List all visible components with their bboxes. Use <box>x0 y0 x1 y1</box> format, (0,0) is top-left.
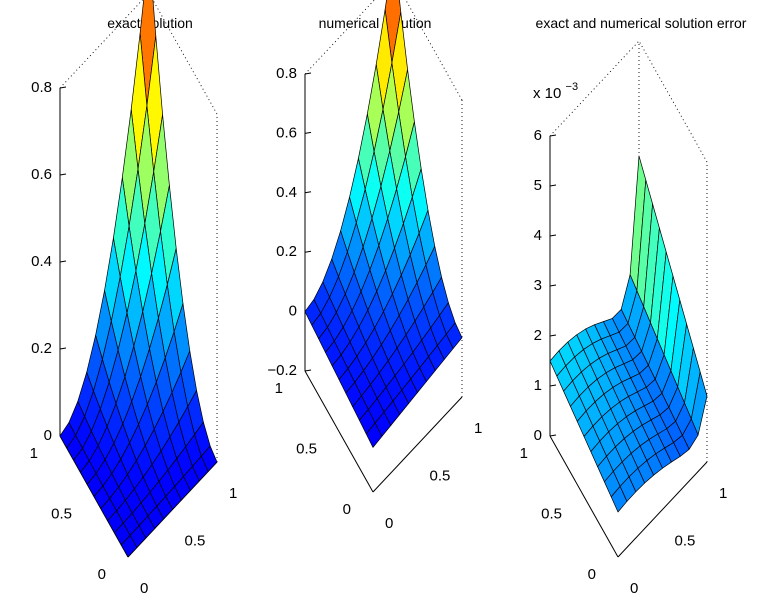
y-tick-label: 0 <box>343 501 351 518</box>
surface-facet <box>365 422 383 448</box>
plot2-title: numerical solution <box>319 15 432 31</box>
surface-facet <box>610 486 628 513</box>
z-tick <box>549 134 557 137</box>
z-tick-label: 4 <box>534 227 542 244</box>
x-axis-line <box>617 461 708 558</box>
x-tick-label: 1 <box>474 420 482 437</box>
z-tick <box>59 173 67 176</box>
z-tick <box>549 184 557 187</box>
plot2-surface: −0.2 0 0.2 0.4 0.6 0.8 0 0.5 1 0 0.5 1 <box>267 0 482 532</box>
z-tick-label: 6 <box>534 127 542 144</box>
plot3-title: exact and numerical solution error <box>536 15 747 31</box>
z-tick <box>304 131 312 134</box>
z-tick <box>549 284 557 287</box>
y-tick-label: 0.5 <box>296 441 317 458</box>
z-tick-label: 0.4 <box>31 253 52 270</box>
z-tick-label: 0.8 <box>276 65 297 82</box>
x-tick-label: 0.5 <box>675 533 696 550</box>
y-tick-label: 0.5 <box>51 506 72 523</box>
y-axis-line <box>549 435 619 558</box>
z-tick <box>549 334 557 337</box>
z-tick <box>304 250 312 253</box>
y-tick-label: 1 <box>520 445 528 462</box>
z-tick-label: 1 <box>534 377 542 394</box>
z-tick <box>304 72 312 75</box>
z-tick-label: 3 <box>534 277 542 294</box>
y-tick-label: 0 <box>588 566 596 583</box>
z-tick-label: 0 <box>44 427 52 444</box>
z-tick-label: 2 <box>534 327 542 344</box>
z-tick-label: 0.6 <box>276 124 297 141</box>
z-tick <box>59 347 67 350</box>
box-guide-top <box>549 40 708 163</box>
plot3-scale-base: x 10 <box>533 85 561 102</box>
z-tick-label: 0 <box>289 303 297 320</box>
y-tick-label: 1 <box>30 445 38 462</box>
x-tick-label: 0 <box>630 580 638 597</box>
z-tick-label: −0.2 <box>267 362 297 379</box>
x-tick-label: 1 <box>229 485 237 502</box>
y-tick-label: 0.5 <box>541 506 562 523</box>
z-tick-label: 5 <box>534 177 542 194</box>
z-tick-label: 0.6 <box>31 166 52 183</box>
z-tick-label: 0.4 <box>276 184 297 201</box>
plot3-scale-label: x 10 −3 <box>533 81 578 102</box>
z-tick <box>304 369 312 372</box>
z-tick <box>59 86 67 89</box>
z-tick <box>549 434 557 437</box>
plot3-scale-exponent: −3 <box>566 81 579 93</box>
x-tick-label: 0 <box>385 515 393 532</box>
z-tick-label: 0.8 <box>31 79 52 96</box>
x-tick-label: 0 <box>140 580 148 597</box>
y-tick-label: 1 <box>275 380 283 397</box>
x-tick-label: 0.5 <box>185 533 206 550</box>
z-tick-label: 0.2 <box>276 243 297 260</box>
z-tick <box>549 234 557 237</box>
y-axis-line <box>304 370 374 493</box>
z-tick <box>59 260 67 263</box>
z-tick-label: 0 <box>534 427 542 444</box>
x-tick-label: 1 <box>719 485 727 502</box>
surface-facet <box>120 535 138 558</box>
z-tick-label: 0.2 <box>31 340 52 357</box>
z-tick <box>549 384 557 387</box>
z-tick <box>304 191 312 194</box>
x-tick-label: 0.5 <box>430 468 451 485</box>
y-tick-label: 0 <box>98 566 106 583</box>
x-axis-line <box>372 396 463 493</box>
